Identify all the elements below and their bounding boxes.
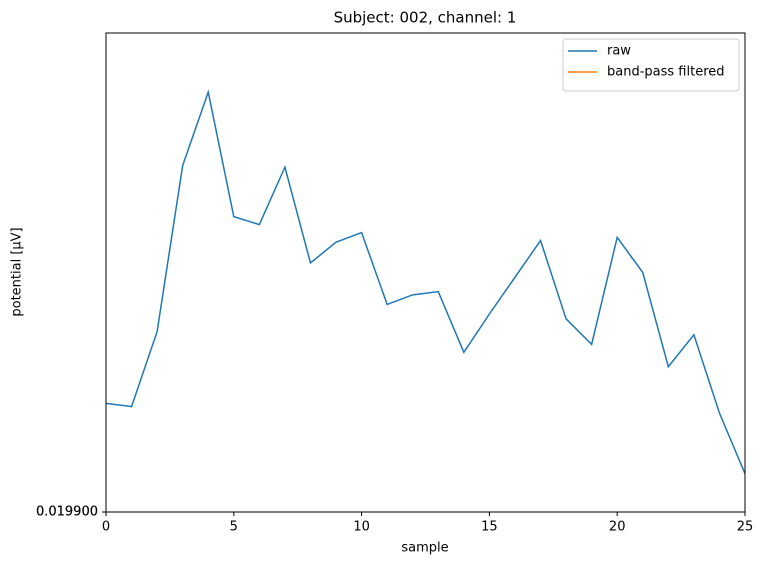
y-tick-label: 0.019900: [36, 505, 98, 520]
x-axis-label: sample: [401, 541, 448, 556]
y-axis-label: potential [µV]: [10, 227, 25, 316]
plot-frame: [105, 32, 746, 513]
x-tick-label: 5: [230, 520, 238, 535]
x-tick-label: 15: [481, 520, 498, 535]
y-tick-label: 0.019900: [36, 505, 98, 520]
x-tick-label: 10: [353, 520, 370, 535]
x-tick-label: 0: [102, 520, 110, 535]
legend-box: [562, 38, 740, 92]
x-tick-label: 20: [609, 520, 626, 535]
legend-label: raw: [607, 44, 631, 59]
chart-title: Subject: 002, channel: 1: [334, 9, 517, 27]
x-tick-label: 25: [737, 520, 754, 535]
legend-label: band-pass filtered: [607, 65, 725, 80]
data-line: [106, 89, 745, 474]
